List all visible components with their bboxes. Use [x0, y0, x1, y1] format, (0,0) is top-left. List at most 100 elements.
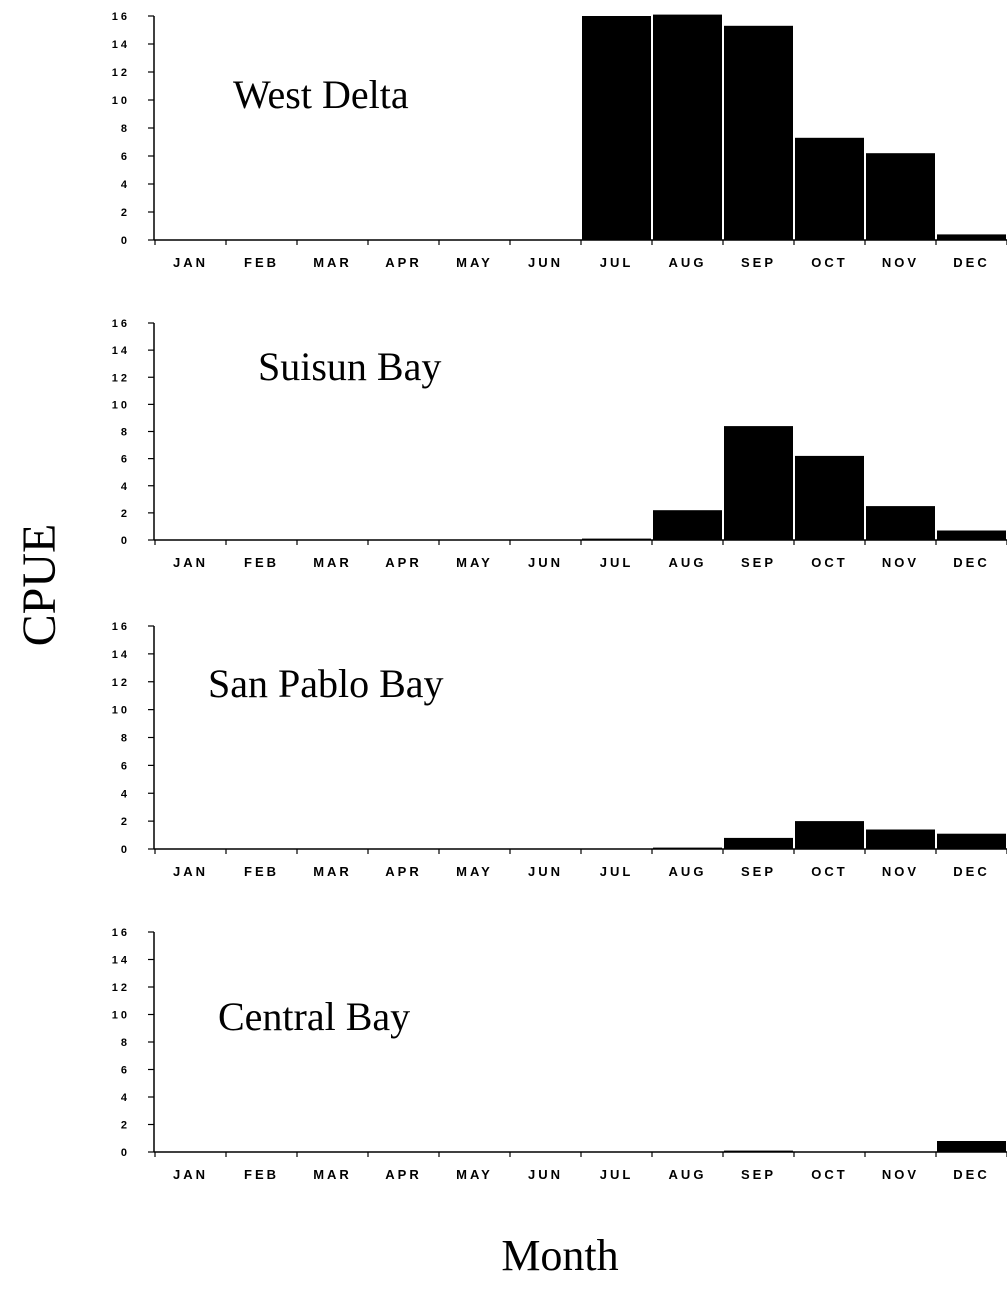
y-tick-label: 0 — [121, 844, 130, 856]
month-label-oct: OCT — [811, 555, 847, 570]
y-tick-label: 12 — [112, 372, 130, 384]
y-tick-label: 10 — [112, 705, 130, 717]
bar-sep — [724, 25, 793, 240]
y-tick-label: 10 — [112, 95, 130, 107]
month-label-mar: MAR — [313, 555, 352, 570]
y-tick-label: 14 — [112, 39, 130, 51]
month-label-mar: MAR — [313, 864, 352, 879]
y-tick-label: 4 — [121, 481, 130, 493]
y-tick-label: 16 — [112, 11, 130, 23]
y-tick-label: 6 — [121, 454, 130, 466]
y-tick-label: 2 — [121, 508, 130, 520]
month-label-nov: NOV — [882, 255, 919, 270]
y-tick-label: 16 — [112, 621, 130, 633]
month-label-oct: OCT — [811, 864, 847, 879]
y-tick-label: 2 — [121, 207, 130, 219]
month-label-oct: OCT — [811, 1167, 847, 1182]
month-label-mar: MAR — [313, 1167, 352, 1182]
month-label-jun: JUN — [528, 1167, 563, 1182]
month-label-aug: AUG — [669, 555, 707, 570]
y-tick-label: 16 — [112, 927, 130, 939]
bar-nov — [866, 506, 935, 540]
y-tick-label: 2 — [121, 1120, 130, 1132]
month-label-jan: JAN — [173, 255, 208, 270]
bar-dec — [937, 833, 1006, 849]
month-label-nov: NOV — [882, 864, 919, 879]
month-label-jan: JAN — [173, 555, 208, 570]
bar-jul — [582, 16, 651, 240]
bar-nov — [866, 829, 935, 849]
month-label-jul: JUL — [600, 255, 634, 270]
panel-0: 0 2 4 6 8 10 12 14 16 JAN FEB MAR APR MAY JUN JUL AUG SEP… — [112, 11, 1007, 270]
month-label-jul: JUL — [600, 1167, 634, 1182]
month-label-apr: APR — [385, 864, 421, 879]
y-tick-label: 8 — [121, 1037, 130, 1049]
panel-title: San Pablo Bay — [208, 661, 444, 706]
month-label-may: MAY — [456, 864, 493, 879]
month-label-aug: AUG — [669, 864, 707, 879]
month-label-sep: SEP — [741, 555, 776, 570]
month-label-sep: SEP — [741, 1167, 776, 1182]
bar-sep — [724, 837, 793, 849]
month-label-jun: JUN — [528, 555, 563, 570]
y-tick-label: 14 — [112, 649, 130, 661]
month-label-nov: NOV — [882, 1167, 919, 1182]
month-label-jun: JUN — [528, 255, 563, 270]
panel-title: Central Bay — [218, 994, 410, 1039]
y-tick-label: 0 — [121, 535, 130, 547]
y-tick-label: 4 — [121, 1092, 130, 1104]
month-label-may: MAY — [456, 555, 493, 570]
y-tick-label: 2 — [121, 816, 130, 828]
y-tick-label: 8 — [121, 733, 130, 745]
y-tick-label: 14 — [112, 345, 130, 357]
y-tick-label: 8 — [121, 123, 130, 135]
month-label-feb: FEB — [244, 864, 279, 879]
bar-oct — [795, 455, 864, 540]
y-tick-label: 16 — [112, 318, 130, 330]
bar-oct — [795, 821, 864, 849]
month-label-mar: MAR — [313, 255, 352, 270]
bar-sep — [724, 426, 793, 540]
y-tick-label: 4 — [121, 179, 130, 191]
y-tick-label: 6 — [121, 151, 130, 163]
month-label-jul: JUL — [600, 555, 634, 570]
x-axis-title: Month — [501, 1231, 619, 1280]
month-label-jan: JAN — [173, 1167, 208, 1182]
bar-oct — [795, 137, 864, 240]
month-label-feb: FEB — [244, 255, 279, 270]
panel-2: 0 2 4 6 8 10 12 14 16 JAN FEB MAR APR MAY JUN JUL AUG SEP… — [112, 621, 1007, 879]
month-label-nov: NOV — [882, 555, 919, 570]
month-label-may: MAY — [456, 255, 493, 270]
y-tick-label: 0 — [121, 1147, 130, 1159]
bar-dec — [937, 530, 1006, 540]
y-tick-label: 6 — [121, 1065, 130, 1077]
panel-1: 0 2 4 6 8 10 12 14 16 JAN FEB MAR APR MAY JUN JUL AUG SEP… — [112, 318, 1007, 570]
panel-title: West Delta — [233, 72, 409, 117]
month-label-apr: APR — [385, 255, 421, 270]
y-tick-label: 14 — [112, 955, 130, 967]
month-label-apr: APR — [385, 555, 421, 570]
bar-dec — [937, 234, 1006, 240]
month-label-jul: JUL — [600, 864, 634, 879]
month-label-dec: DEC — [953, 555, 989, 570]
bar-aug — [653, 510, 722, 540]
panel-title: Suisun Bay — [258, 344, 441, 389]
month-label-sep: SEP — [741, 864, 776, 879]
month-label-feb: FEB — [244, 1167, 279, 1182]
month-label-oct: OCT — [811, 255, 847, 270]
bar-dec — [937, 1141, 1006, 1152]
month-label-jan: JAN — [173, 864, 208, 879]
month-label-jun: JUN — [528, 864, 563, 879]
y-tick-label: 12 — [112, 982, 130, 994]
month-label-dec: DEC — [953, 1167, 989, 1182]
y-tick-label: 10 — [112, 1010, 130, 1022]
month-label-dec: DEC — [953, 255, 989, 270]
month-label-aug: AUG — [669, 255, 707, 270]
y-tick-label: 12 — [112, 677, 130, 689]
y-tick-label: 12 — [112, 67, 130, 79]
y-tick-label: 8 — [121, 427, 130, 439]
y-tick-label: 4 — [121, 788, 130, 800]
month-label-may: MAY — [456, 1167, 493, 1182]
